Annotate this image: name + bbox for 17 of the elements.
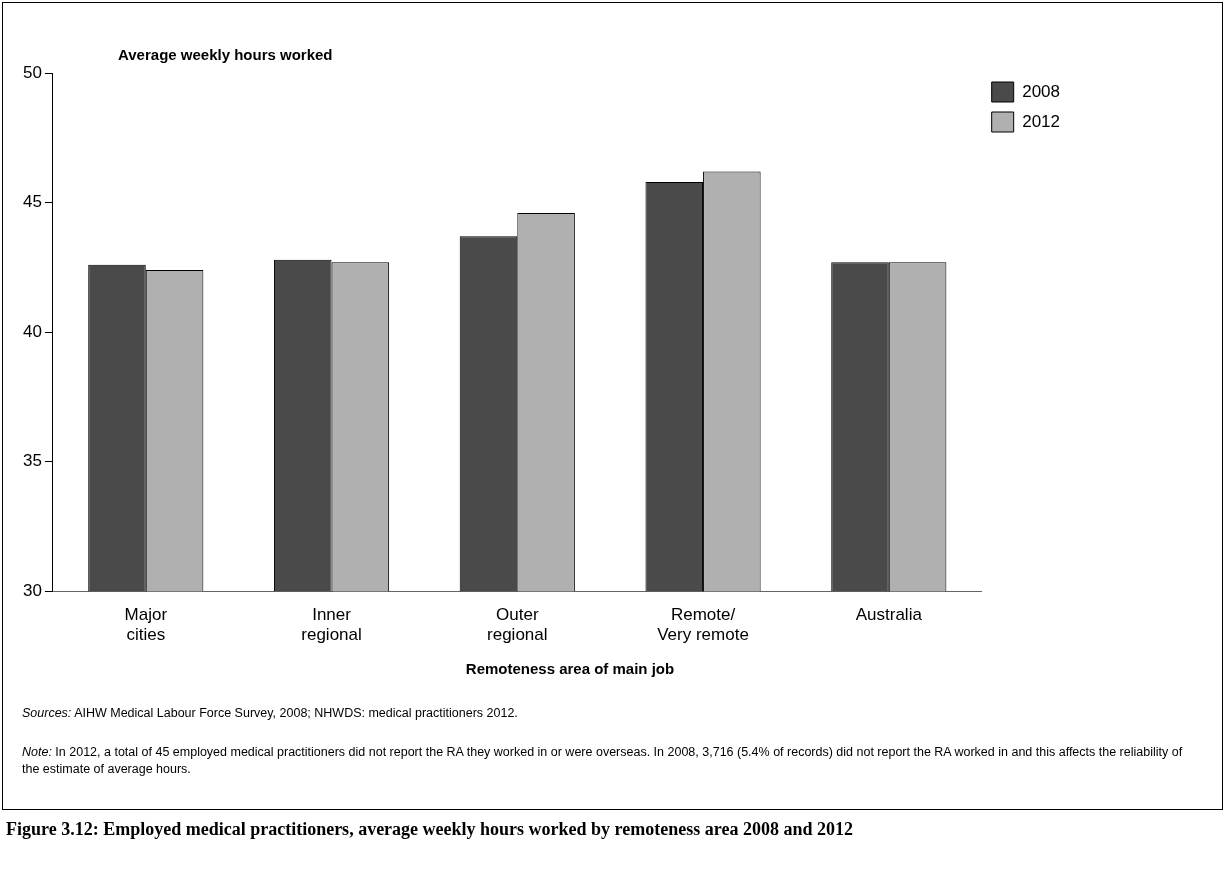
y-axis-title: Average weekly hours worked	[118, 46, 333, 63]
x-tick-label: Major cities	[124, 605, 168, 645]
x-tick-label: Outer regional	[487, 605, 548, 645]
text: Note: In 2012, a total of 45 employed medical practitioners did not report the RA they worked in or were overseas. In 2008, 3,716 (5.4% of records) did not report the RA worked in and this affects the reliability of the estimate of average hours.	[22, 744, 1184, 778]
x-tick-label: Remote/Very remote	[657, 605, 749, 645]
y-tick-label: 50	[22, 62, 42, 82]
y-tick-label: 40	[22, 321, 42, 341]
legend-label: 2008	[1022, 81, 1061, 101]
y-tick-label: 35	[22, 451, 42, 471]
x-axis-title: Remoteness area of main job	[464, 660, 676, 677]
text: Figure 3.12: Employed medical practitioners, average weekly hours worked by remoteness area 2008 and 2012	[6, 818, 854, 840]
source-note: Sources: AIHW Medical Labour Force Survey, 2008; NHWDS: medical practitioners 2012.	[22, 705, 519, 722]
legend-label: 2012	[1022, 111, 1061, 131]
x-tick-label: Inner regional	[301, 605, 362, 645]
y-tick-label: 45	[22, 192, 42, 212]
x-tick-label: Australia	[855, 605, 923, 625]
y-tick-label: 30	[22, 580, 42, 600]
